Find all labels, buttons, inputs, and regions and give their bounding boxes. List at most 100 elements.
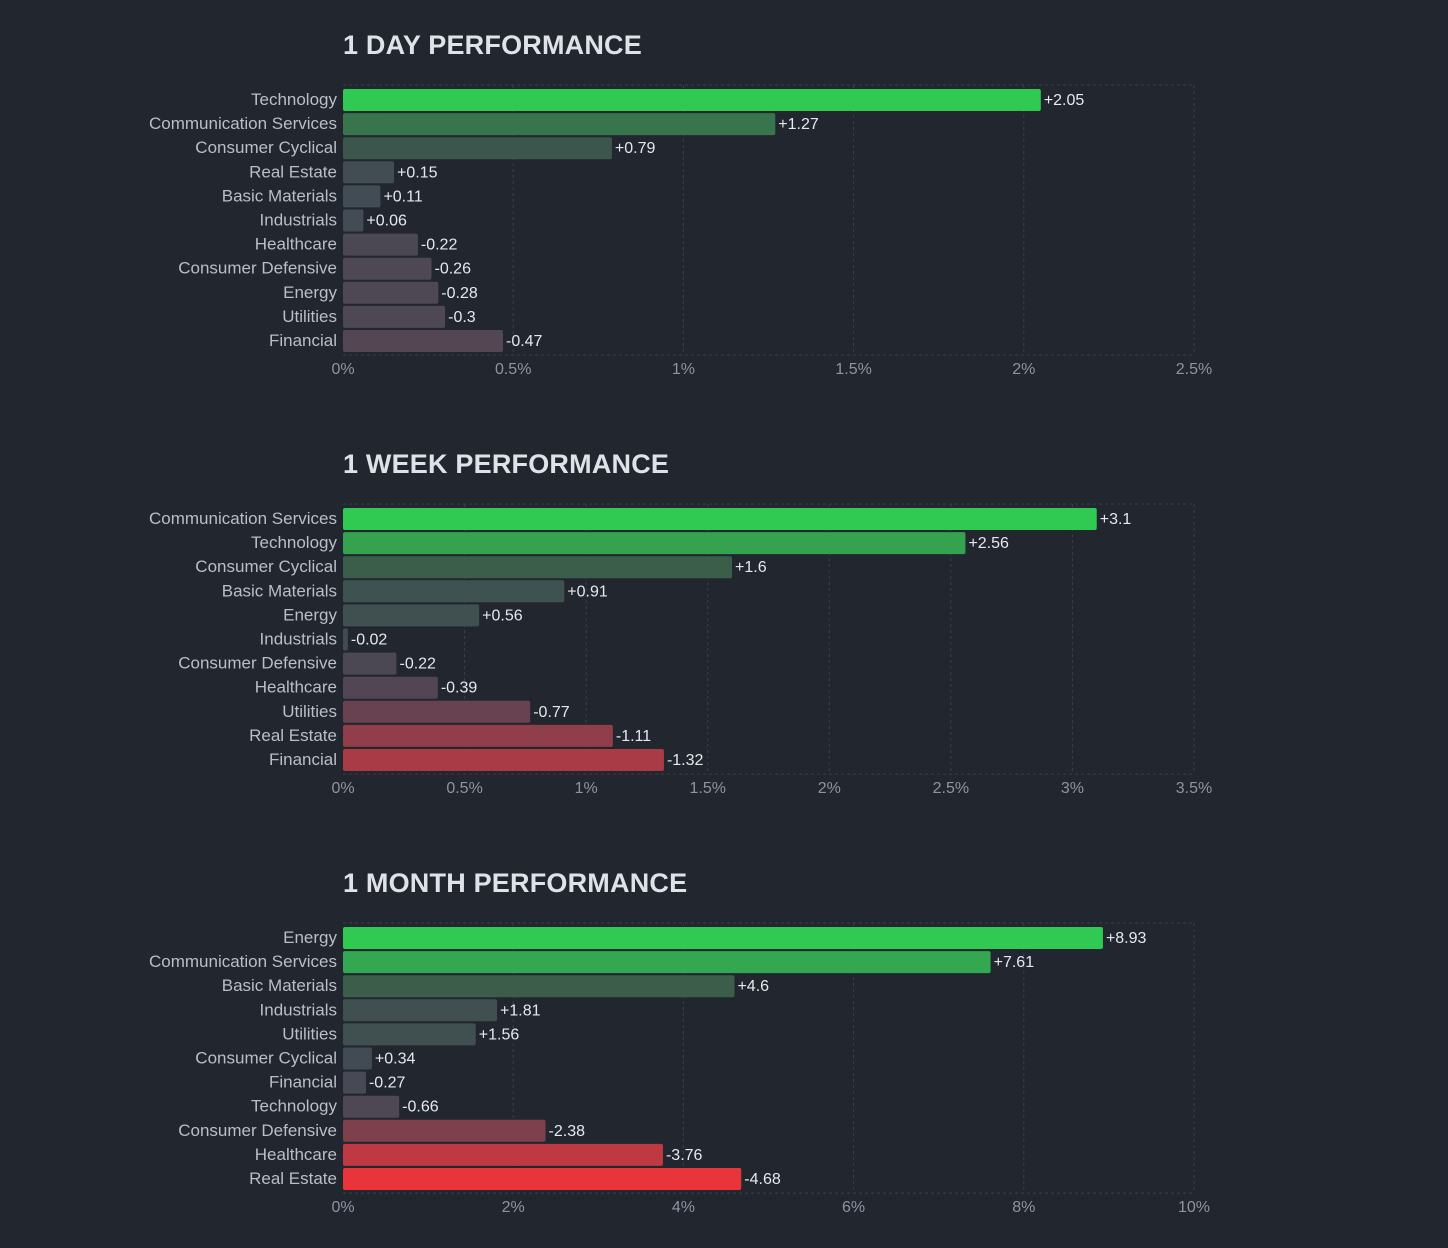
category-label: Real Estate bbox=[249, 726, 337, 745]
value-label: -1.32 bbox=[667, 752, 704, 769]
bar bbox=[343, 330, 503, 352]
bar bbox=[343, 1023, 476, 1046]
value-label: +0.79 bbox=[615, 140, 656, 157]
category-label: Utilities bbox=[282, 1024, 337, 1043]
month-performance-chart: 1 MONTH PERFORMANCE Energy +8.93 Communica… bbox=[0, 838, 1448, 1248]
bar bbox=[343, 580, 565, 603]
category-label: Communication Services bbox=[149, 114, 337, 133]
value-label: -0.39 bbox=[441, 680, 478, 697]
tick-label: 3.5% bbox=[1176, 780, 1212, 797]
bar bbox=[343, 999, 498, 1022]
month-performance-plot: Energy +8.93 Communication Services +7.61 Ba… bbox=[149, 922, 1210, 1216]
tick-label: 8% bbox=[1012, 1199, 1035, 1216]
bar bbox=[343, 281, 439, 304]
value-label: +7.61 bbox=[994, 954, 1035, 971]
tick-label: 0.5% bbox=[446, 780, 482, 797]
bar bbox=[343, 209, 364, 232]
tick-label: 1% bbox=[672, 361, 695, 378]
bar bbox=[343, 113, 776, 136]
value-label: -0.77 bbox=[533, 704, 570, 721]
bar bbox=[343, 1143, 663, 1166]
tick-label: 0.5% bbox=[495, 361, 531, 378]
bar bbox=[343, 749, 664, 771]
category-label: Real Estate bbox=[249, 1169, 337, 1188]
value-label: +2.05 bbox=[1044, 92, 1085, 109]
bar bbox=[343, 927, 1103, 949]
category-label: Technology bbox=[251, 1097, 338, 1116]
value-label: -3.76 bbox=[666, 1147, 703, 1164]
bar bbox=[343, 233, 418, 256]
category-label: Basic Materials bbox=[222, 186, 337, 205]
bar bbox=[343, 1095, 400, 1118]
tick-label: 0% bbox=[331, 1199, 354, 1216]
category-label: Technology bbox=[251, 90, 338, 109]
category-label: Consumer Defensive bbox=[178, 259, 337, 278]
tick-label: 10% bbox=[1178, 1199, 1210, 1216]
tick-label: 2% bbox=[818, 780, 841, 797]
category-label: Consumer Cyclical bbox=[195, 138, 337, 157]
category-label: Energy bbox=[283, 283, 337, 302]
value-label: +1.27 bbox=[778, 116, 819, 133]
value-label: +0.56 bbox=[482, 607, 523, 624]
day-performance-plot: Technology +2.05 Communication Services +1.… bbox=[149, 84, 1212, 378]
tick-label: 0% bbox=[331, 361, 354, 378]
bar bbox=[343, 628, 348, 651]
value-label: -0.66 bbox=[402, 1099, 439, 1116]
bar bbox=[343, 700, 531, 723]
category-label: Energy bbox=[283, 928, 337, 947]
tick-label: 1.5% bbox=[689, 780, 725, 797]
tick-label: 4% bbox=[672, 1199, 695, 1216]
bar bbox=[343, 508, 1097, 530]
value-label: -2.38 bbox=[549, 1123, 586, 1140]
bar bbox=[343, 1071, 366, 1094]
category-label: Technology bbox=[251, 533, 338, 552]
value-label: -0.28 bbox=[441, 285, 478, 302]
bar bbox=[343, 724, 613, 747]
tick-label: 6% bbox=[842, 1199, 865, 1216]
bar bbox=[343, 556, 733, 579]
value-label: +1.81 bbox=[500, 1002, 541, 1019]
category-label: Consumer Defensive bbox=[178, 1121, 337, 1140]
value-label: +0.34 bbox=[375, 1051, 416, 1068]
value-label: +0.91 bbox=[567, 583, 608, 600]
category-label: Basic Materials bbox=[222, 976, 337, 995]
chart-title: 1 WEEK PERFORMANCE bbox=[343, 449, 670, 479]
category-label: Energy bbox=[283, 605, 337, 624]
week-performance-chart: 1 WEEK PERFORMANCE Communication Service… bbox=[0, 419, 1448, 829]
category-label: Basic Materials bbox=[222, 581, 337, 600]
category-label: Financial bbox=[269, 331, 337, 350]
bar bbox=[343, 1168, 742, 1190]
day-performance-chart: 1 DAY PERFORMANCE Technology +2.05 Communi… bbox=[0, 0, 1448, 410]
value-label: -0.22 bbox=[421, 237, 458, 254]
category-label: Healthcare bbox=[255, 678, 337, 697]
bar bbox=[343, 161, 395, 184]
category-label: Healthcare bbox=[255, 1145, 337, 1164]
bar bbox=[343, 185, 381, 208]
value-label: +0.11 bbox=[383, 188, 422, 205]
value-label: -0.47 bbox=[506, 333, 543, 350]
chart-title: 1 DAY PERFORMANCE bbox=[343, 30, 642, 60]
bar bbox=[343, 305, 446, 328]
value-label: +1.56 bbox=[479, 1026, 520, 1043]
value-label: +2.56 bbox=[968, 535, 1009, 552]
category-label: Utilities bbox=[282, 307, 337, 326]
value-label: -0.3 bbox=[448, 309, 476, 326]
category-label: Financial bbox=[269, 1073, 337, 1092]
category-label: Industrials bbox=[260, 211, 337, 230]
category-label: Industrials bbox=[260, 1000, 337, 1019]
category-label: Consumer Defensive bbox=[178, 654, 337, 673]
bar bbox=[343, 975, 735, 998]
tick-label: 1% bbox=[575, 780, 598, 797]
tick-label: 2.5% bbox=[933, 780, 969, 797]
bar bbox=[343, 137, 612, 160]
bar bbox=[343, 951, 991, 974]
value-label: +8.93 bbox=[1106, 930, 1147, 947]
bar bbox=[343, 1047, 372, 1070]
category-label: Financial bbox=[269, 750, 337, 769]
tick-label: 2% bbox=[502, 1199, 525, 1216]
value-label: +3.1 bbox=[1100, 511, 1132, 528]
tick-label: 2% bbox=[1012, 361, 1035, 378]
value-label: +0.06 bbox=[366, 213, 407, 230]
bar bbox=[343, 652, 397, 675]
value-label: -0.26 bbox=[435, 261, 472, 278]
